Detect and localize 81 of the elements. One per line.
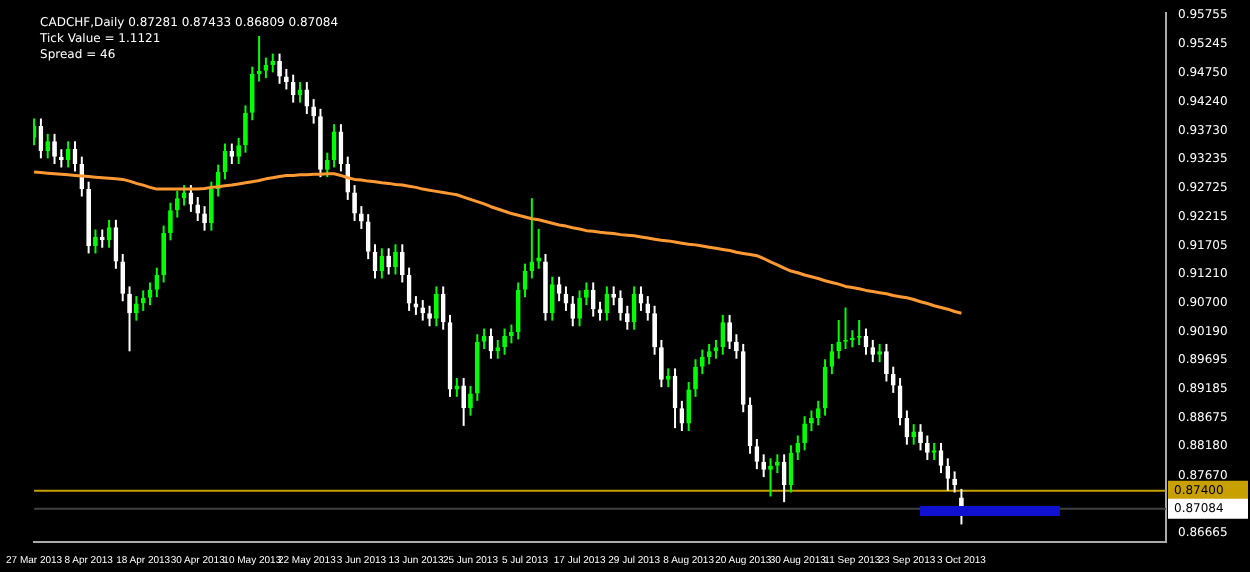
candlestick	[65, 140, 71, 169]
candlestick	[686, 381, 692, 432]
candlestick	[556, 275, 562, 303]
candlestick	[318, 107, 323, 179]
candlestick	[577, 289, 582, 328]
candlestick	[836, 319, 842, 360]
candlestick	[679, 399, 685, 432]
candlestick	[86, 180, 92, 255]
candlestick	[290, 73, 296, 104]
candlestick	[481, 327, 487, 351]
candlestick	[618, 289, 623, 322]
candlestick	[393, 243, 398, 276]
candlestick	[884, 342, 889, 383]
candlestick	[890, 365, 896, 394]
candlestick	[870, 338, 876, 364]
candlestick	[120, 252, 126, 303]
candlestick	[734, 333, 739, 360]
candlestick	[277, 52, 282, 85]
candlestick	[399, 243, 405, 284]
candlestick	[93, 228, 98, 255]
candlestick	[195, 196, 201, 222]
candlestick	[761, 453, 767, 479]
candlestick	[904, 409, 910, 446]
candlestick	[79, 155, 85, 198]
candlestick	[243, 104, 248, 154]
candlestick	[624, 304, 630, 331]
candlestick	[440, 285, 446, 331]
candlestick	[802, 415, 807, 452]
candlestick	[345, 155, 351, 201]
candlestick	[352, 184, 357, 222]
candlestick	[631, 285, 637, 331]
candlestick	[515, 281, 521, 341]
candlestick	[386, 247, 392, 276]
candlestick	[727, 313, 732, 351]
candlestick	[781, 453, 787, 504]
candlestick	[945, 457, 951, 492]
candlestick	[720, 313, 726, 356]
candlestick	[645, 295, 651, 322]
candlestick	[45, 132, 51, 160]
candlestick	[590, 281, 596, 318]
candlestick	[202, 205, 207, 232]
candlestick	[474, 333, 480, 402]
candlestick	[127, 285, 132, 353]
candlestick	[740, 342, 746, 414]
candlestick	[795, 434, 801, 462]
candlestick	[208, 180, 214, 232]
candlestick	[918, 423, 923, 452]
candlestick	[829, 342, 835, 376]
candlestick	[249, 65, 255, 122]
candlestick	[420, 299, 426, 322]
candlestick	[584, 281, 589, 307]
candlestick	[461, 377, 467, 427]
candlestick	[434, 285, 439, 328]
candlestick	[324, 151, 330, 179]
candlestick	[570, 295, 576, 328]
candlestick	[604, 285, 610, 322]
candlestick	[379, 247, 385, 280]
candlestick	[468, 385, 473, 417]
candlestick	[549, 275, 555, 322]
candlestick	[229, 142, 235, 166]
candlestick	[174, 189, 180, 219]
candlestick	[154, 266, 160, 299]
candlestick	[502, 327, 507, 356]
candlestick	[809, 409, 814, 432]
candlestick	[543, 252, 548, 322]
candlestick	[215, 163, 221, 198]
candlestick	[911, 423, 917, 446]
candlestick	[652, 304, 657, 356]
candlestick	[140, 289, 146, 312]
candlestick	[706, 342, 712, 366]
candlestick	[754, 437, 760, 471]
candlestick	[952, 470, 957, 494]
candlestick	[365, 213, 371, 261]
candlestick	[693, 358, 698, 398]
candlestick	[427, 304, 432, 328]
candlestick	[133, 295, 139, 322]
candlestick	[52, 132, 57, 166]
candlestick	[304, 81, 310, 115]
candlestick	[529, 197, 535, 280]
candlestick	[659, 338, 664, 389]
candlestick	[815, 399, 821, 427]
